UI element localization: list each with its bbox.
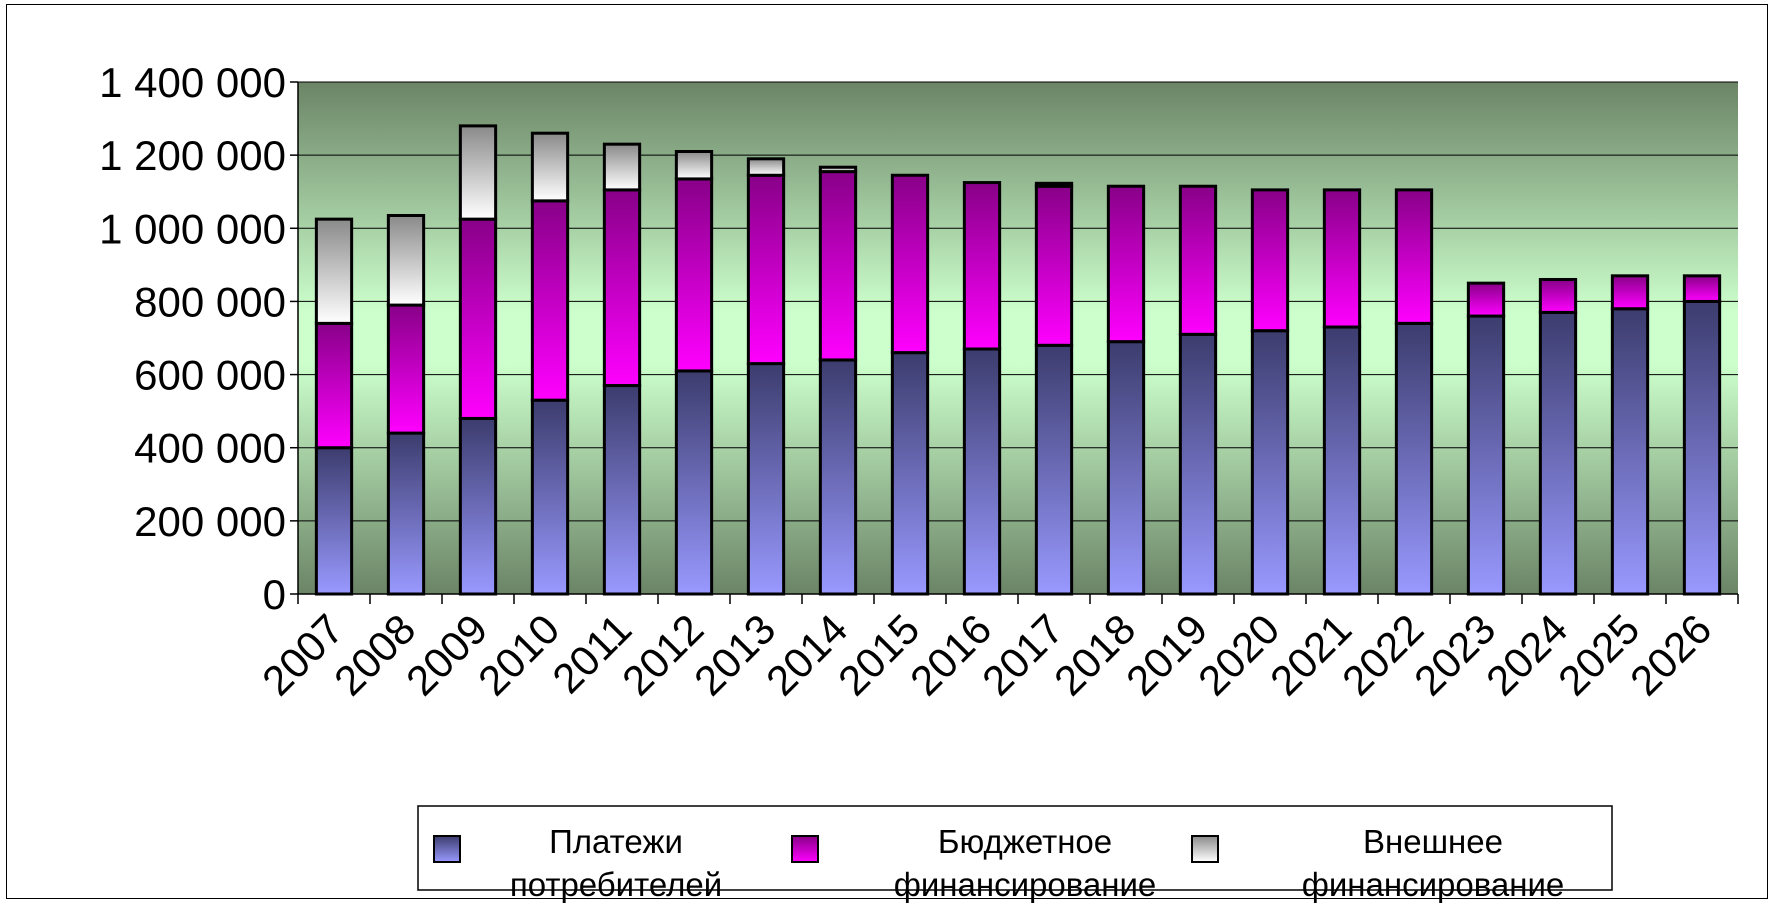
bar-segment	[1682, 299, 1722, 596]
bar-segment	[674, 177, 714, 373]
x-tick-label: 2023	[1405, 605, 1504, 704]
y-tick-label: 1 200 000	[99, 132, 286, 179]
legend-swatch	[433, 835, 461, 863]
bar-segment	[458, 124, 498, 221]
bar-segment	[1322, 325, 1362, 596]
y-axis-tick-labels: 0 200 000 400 000 600 000 800 000 1 000 000 1 …	[99, 59, 286, 618]
bar-segment	[890, 173, 930, 355]
bar-segment	[746, 157, 786, 177]
legend-swatch	[1191, 835, 1219, 863]
bar-segment	[1178, 184, 1218, 336]
bar-segment	[1466, 314, 1506, 596]
x-tick-label: 2016	[901, 605, 1000, 704]
x-tick-label: 2021	[1261, 605, 1360, 704]
legend-label: финансирование	[894, 866, 1157, 903]
bar-segment	[1610, 307, 1650, 596]
x-tick-label: 2012	[613, 605, 712, 704]
y-tick-label: 1 400 000	[99, 59, 286, 106]
bar-segment	[1538, 310, 1578, 596]
bar-segment	[1682, 274, 1722, 303]
bar-segment	[1394, 188, 1434, 325]
x-tick-label: 2011	[543, 605, 640, 702]
x-tick-label: 2020	[1189, 605, 1288, 704]
y-tick-label: 1 000 000	[99, 205, 286, 252]
bar-segment	[674, 149, 714, 181]
bar-segment	[314, 446, 354, 596]
y-tick-label: 400 000	[134, 425, 286, 472]
bar-segment	[530, 199, 570, 402]
bar-segment	[890, 351, 930, 596]
legend-label: потребителей	[510, 866, 722, 903]
bar-segment	[962, 347, 1002, 596]
x-tick-label: 2024	[1477, 605, 1576, 704]
bar-segment	[1250, 188, 1290, 333]
bar-segment	[386, 303, 426, 435]
legend-label: Бюджетное	[938, 823, 1112, 860]
legend-swatch	[791, 835, 819, 863]
y-tick-label: 0	[263, 571, 286, 618]
bar-segment	[458, 217, 498, 420]
axes	[290, 81, 1739, 604]
x-tick-label: 2009	[397, 605, 496, 704]
bar-segment	[1034, 184, 1074, 347]
x-tick-label: 2007	[253, 605, 352, 704]
bar-segment	[602, 384, 642, 596]
x-tick-label: 2010	[469, 605, 568, 704]
bar-segment	[1106, 184, 1146, 344]
x-tick-label: 2026	[1621, 605, 1720, 704]
y-tick-label: 200 000	[134, 498, 286, 545]
bar-segment	[674, 369, 714, 596]
bar-segment	[1178, 332, 1218, 596]
bar-segment	[386, 213, 426, 307]
plot-area	[298, 82, 1738, 594]
bar-segment	[1250, 329, 1290, 596]
x-axis-tick-labels: 2007200820092010201120122013201420152016…	[253, 605, 1720, 704]
bar-segment	[746, 173, 786, 366]
bar-segment	[1610, 274, 1650, 311]
legend-label: Платежи	[549, 823, 683, 860]
bar-segment	[818, 170, 858, 362]
bar-segment	[1322, 188, 1362, 329]
bar-segment	[530, 131, 570, 203]
bar-segment	[602, 188, 642, 388]
bar-segment	[1034, 181, 1074, 188]
x-tick-label: 2008	[325, 605, 424, 704]
legend: Платежи потребителей Бюджетное финансирован…	[417, 805, 1613, 903]
bar-segment	[530, 398, 570, 596]
bar-segment	[602, 142, 642, 192]
bar-segment	[386, 431, 426, 596]
bar-segment	[1106, 340, 1146, 596]
legend-label: Внешнее	[1363, 823, 1503, 860]
x-tick-label: 2017	[973, 605, 1072, 704]
bar-segment	[818, 358, 858, 596]
bar-segment	[314, 217, 354, 325]
bar-segment	[1034, 343, 1074, 596]
x-tick-label: 2022	[1333, 605, 1432, 704]
x-tick-label: 2018	[1045, 605, 1144, 704]
legend-box	[417, 805, 1613, 891]
bar-segment	[1466, 281, 1506, 318]
bar-segment	[1394, 321, 1434, 596]
x-tick-label: 2025	[1549, 605, 1648, 704]
x-tick-label: 2015	[829, 605, 928, 704]
bar-segment	[314, 321, 354, 450]
bar-segment	[818, 165, 858, 174]
x-tick-label: 2019	[1117, 605, 1216, 704]
legend-label: финансирование	[1302, 866, 1565, 903]
y-tick-label: 600 000	[134, 352, 286, 399]
x-tick-label: 2014	[757, 605, 856, 704]
bar-segment	[458, 416, 498, 596]
bar-segment	[746, 362, 786, 596]
bar-segment	[962, 181, 1002, 351]
y-tick-label: 800 000	[134, 278, 286, 325]
bar-segment	[1538, 277, 1578, 314]
x-tick-label: 2013	[685, 605, 784, 704]
